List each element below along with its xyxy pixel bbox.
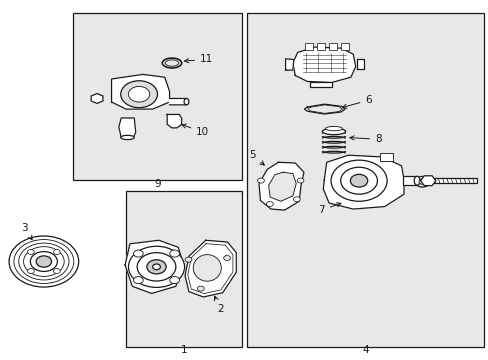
Circle shape <box>133 250 143 257</box>
Ellipse shape <box>322 128 345 135</box>
Circle shape <box>293 197 300 202</box>
Circle shape <box>30 252 57 271</box>
Polygon shape <box>285 59 293 70</box>
Circle shape <box>137 253 176 281</box>
Ellipse shape <box>193 255 221 281</box>
Circle shape <box>133 276 143 284</box>
Bar <box>73 13 242 180</box>
Text: 7: 7 <box>318 203 340 215</box>
Bar <box>309 82 331 87</box>
Bar <box>328 43 336 50</box>
Circle shape <box>340 167 377 194</box>
Circle shape <box>146 260 166 274</box>
Ellipse shape <box>325 126 342 131</box>
Text: 4: 4 <box>361 346 368 355</box>
Circle shape <box>121 81 157 108</box>
Text: 8: 8 <box>349 134 381 144</box>
Ellipse shape <box>413 176 419 185</box>
Text: 3: 3 <box>21 223 32 240</box>
Circle shape <box>53 269 60 274</box>
Circle shape <box>19 243 69 280</box>
Polygon shape <box>292 47 355 82</box>
Text: 10: 10 <box>182 124 209 137</box>
Circle shape <box>128 86 149 102</box>
Circle shape <box>297 178 303 183</box>
Polygon shape <box>323 155 403 209</box>
Bar <box>379 153 393 161</box>
Bar <box>432 178 476 183</box>
Bar <box>246 13 483 347</box>
Polygon shape <box>111 75 169 109</box>
Polygon shape <box>119 118 136 138</box>
Circle shape <box>23 247 64 276</box>
Polygon shape <box>184 240 236 297</box>
Circle shape <box>266 202 273 207</box>
Polygon shape <box>304 104 345 114</box>
Polygon shape <box>356 59 364 69</box>
Circle shape <box>223 256 230 260</box>
Circle shape <box>27 249 34 255</box>
Bar <box>126 191 242 347</box>
Circle shape <box>257 178 264 183</box>
Polygon shape <box>307 105 342 113</box>
Text: 11: 11 <box>184 54 213 64</box>
Polygon shape <box>268 172 296 201</box>
Circle shape <box>27 269 34 274</box>
Circle shape <box>152 264 160 270</box>
Text: 2: 2 <box>214 296 223 314</box>
Ellipse shape <box>183 99 188 105</box>
Polygon shape <box>167 114 181 128</box>
Circle shape <box>53 249 60 255</box>
Ellipse shape <box>121 135 134 140</box>
Text: 5: 5 <box>249 150 264 165</box>
Circle shape <box>418 179 425 184</box>
Circle shape <box>185 257 191 262</box>
Circle shape <box>169 250 179 257</box>
Circle shape <box>169 276 179 284</box>
Polygon shape <box>169 99 187 105</box>
Text: 9: 9 <box>154 179 161 189</box>
Bar <box>305 43 312 50</box>
Polygon shape <box>259 162 304 210</box>
Circle shape <box>350 174 367 187</box>
Circle shape <box>14 239 74 283</box>
Text: 1: 1 <box>181 346 187 355</box>
Circle shape <box>330 160 386 201</box>
Polygon shape <box>125 240 183 293</box>
Circle shape <box>197 286 204 291</box>
Circle shape <box>9 236 79 287</box>
Text: 6: 6 <box>342 95 371 108</box>
Circle shape <box>36 256 52 267</box>
Bar <box>341 43 348 50</box>
Bar <box>316 43 324 50</box>
Bar <box>402 176 416 185</box>
Circle shape <box>128 246 184 287</box>
